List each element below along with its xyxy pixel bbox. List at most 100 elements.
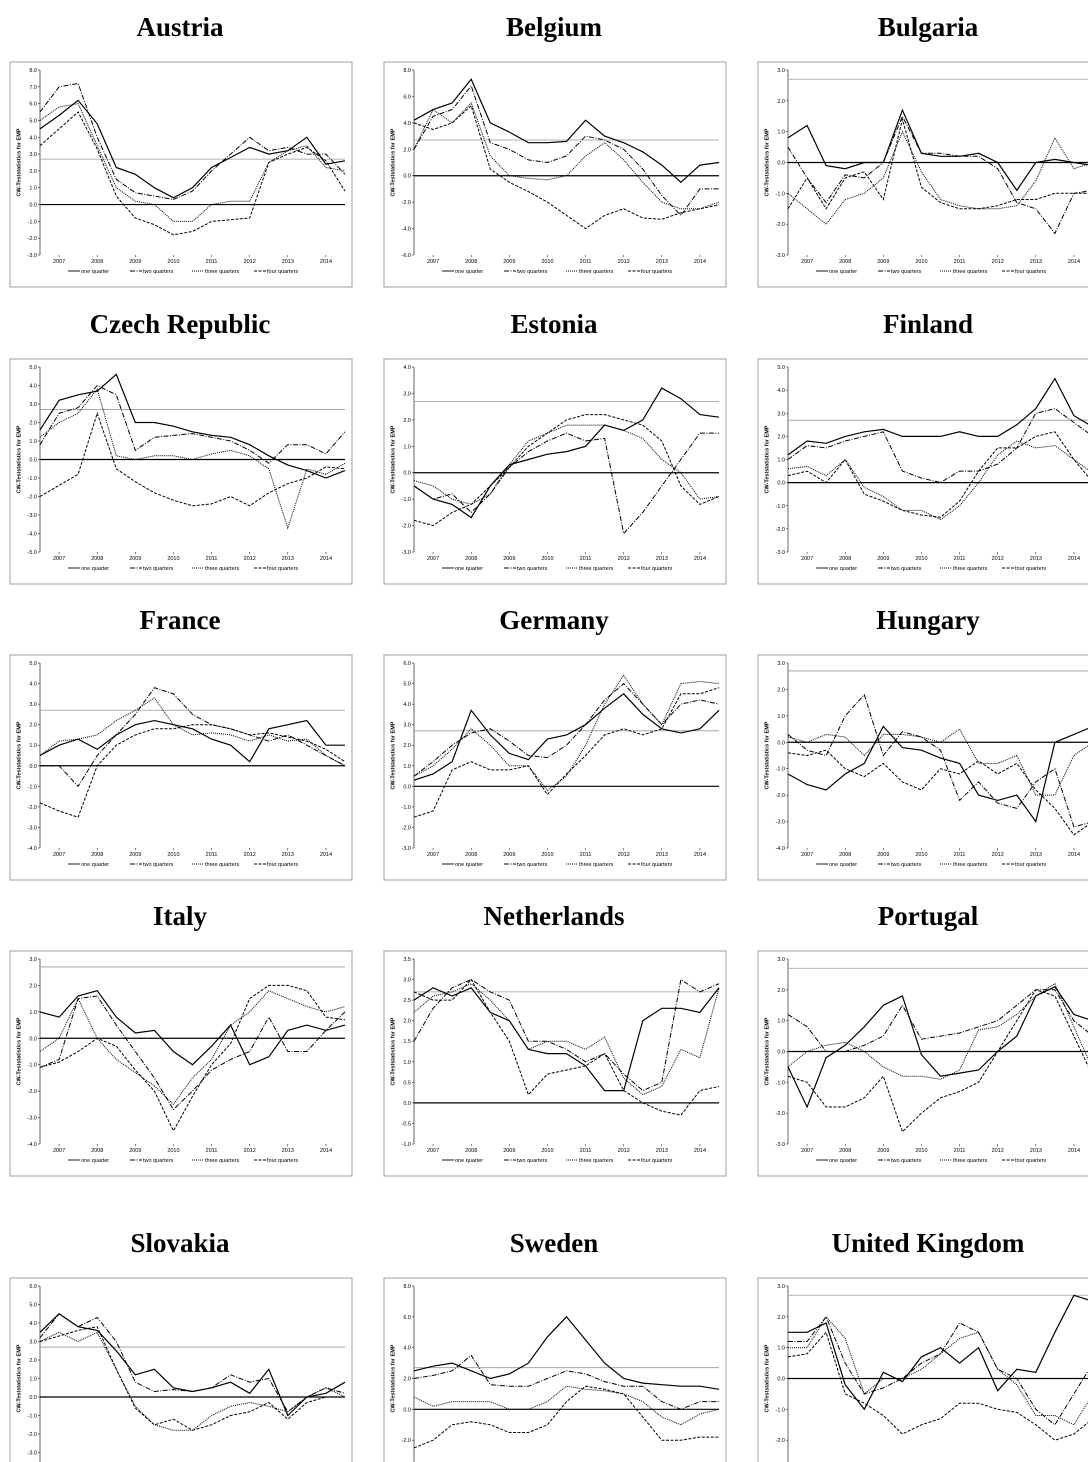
- chart-title: Slovakia: [130, 1228, 230, 1258]
- x-tick-label: 2013: [282, 259, 294, 265]
- legend-label: one quarter: [829, 269, 857, 275]
- x-tick-label: 2007: [801, 1148, 813, 1154]
- y-tick-label: 3.0: [403, 391, 411, 397]
- series-line: [413, 424, 720, 505]
- legend-label: one quarter: [455, 862, 483, 868]
- chart-panel: Estonia CW-Teststatistics for EMP -3.0 -2.0…: [383, 309, 727, 585]
- y-tick-label: -1.0: [28, 784, 37, 790]
- x-tick-label: 2012: [244, 852, 256, 858]
- y-tick-label: -3.0: [28, 825, 37, 831]
- x-tick-label: 2014: [1068, 556, 1080, 562]
- x-tick-label: 2008: [839, 259, 851, 265]
- series-line: [413, 674, 720, 792]
- x-tick-label: 2012: [618, 1148, 630, 1154]
- chart-title: Netherlands: [484, 901, 625, 931]
- legend-label: one quarter: [455, 566, 483, 572]
- series-line: [787, 117, 1088, 210]
- legend-label: two quarters: [143, 269, 174, 275]
- series-line: [39, 995, 346, 1111]
- y-axis-title: CW-Teststatistics for EMP: [390, 721, 396, 789]
- y-tick-label: 2.0: [403, 1377, 411, 1383]
- y-tick-label: 4.0: [29, 1321, 37, 1327]
- y-tick-label: 1.0: [29, 743, 37, 749]
- x-tick-label: 2014: [1068, 1148, 1080, 1154]
- legend-label: two quarters: [143, 862, 174, 868]
- series-line: [413, 682, 720, 777]
- x-tick-label: 2012: [244, 556, 256, 562]
- x-tick-label: 2009: [877, 1148, 889, 1154]
- series-line: [39, 719, 345, 763]
- y-tick-label: -4.0: [28, 1142, 37, 1148]
- y-tick-label: -4.0: [402, 227, 411, 233]
- y-axis-title: CW-Teststatistics for EMP: [390, 1344, 396, 1412]
- series-line: [413, 687, 720, 818]
- chart-title: Finland: [883, 309, 973, 339]
- y-tick-label: 7.0: [29, 85, 37, 91]
- y-axis-title: CW-Teststatistics for EMP: [764, 128, 770, 196]
- y-tick-label: -1.0: [402, 497, 411, 503]
- y-tick-label: 0.0: [777, 1377, 785, 1383]
- y-tick-label: -2.0: [28, 236, 37, 242]
- series-line: [787, 108, 1088, 192]
- series-line: [413, 1385, 719, 1449]
- y-tick-label: 3.0: [777, 661, 785, 667]
- y-axis-title: CW-Teststatistics for EMP: [16, 721, 22, 789]
- x-tick-label: 2008: [465, 852, 477, 858]
- legend-label: three quarters: [205, 269, 239, 275]
- y-tick-label: 2.0: [777, 434, 785, 440]
- series-line: [787, 408, 1088, 484]
- y-tick-label: 4.0: [403, 121, 411, 127]
- y-tick-label: 4.0: [777, 388, 785, 394]
- panel-frame: [9, 61, 353, 288]
- y-tick-label: 5.0: [777, 365, 785, 371]
- y-tick-label: -2.0: [402, 200, 411, 206]
- series-line: [787, 728, 1088, 796]
- chart-title: Italy: [153, 901, 208, 931]
- y-tick-label: 1.0: [29, 186, 37, 192]
- legend-label: three quarters: [579, 1158, 613, 1164]
- y-tick-label: 2.0: [777, 1315, 785, 1321]
- x-tick-label: 2008: [839, 852, 851, 858]
- y-tick-label: 2.0: [29, 421, 37, 427]
- chart-title: Sweden: [510, 1228, 599, 1258]
- y-tick-label: -1.0: [28, 1414, 37, 1420]
- y-tick-label: 6.0: [29, 102, 37, 108]
- y-tick-label: -1.0: [402, 805, 411, 811]
- y-axis-title: CW-Teststatistics for EMP: [16, 1344, 22, 1412]
- legend-label: one quarter: [829, 1158, 857, 1164]
- y-tick-label: -3.0: [402, 550, 411, 556]
- y-axis-title: CW-Teststatistics for EMP: [390, 128, 396, 196]
- y-tick-label: 4.0: [403, 702, 411, 708]
- y-tick-label: -4.0: [28, 846, 37, 852]
- y-tick-label: 3.0: [777, 68, 785, 74]
- series-line: [787, 989, 1088, 1052]
- y-tick-label: -4.0: [28, 532, 37, 538]
- x-tick-label: 2011: [206, 1148, 218, 1154]
- x-tick-label: 2007: [53, 852, 65, 858]
- x-tick-label: 2009: [129, 852, 141, 858]
- legend-label: two quarters: [891, 1158, 922, 1164]
- y-tick-label: 1.5: [403, 1039, 411, 1045]
- y-tick-label: 3.0: [403, 723, 411, 729]
- x-tick-label: 2011: [206, 852, 218, 858]
- x-tick-label: 2010: [167, 1148, 179, 1154]
- panel-frame: [9, 950, 353, 1177]
- y-tick-label: 5.0: [403, 682, 411, 688]
- x-tick-label: 2013: [282, 852, 294, 858]
- y-tick-label: 6.0: [403, 661, 411, 667]
- y-tick-label: 1.0: [777, 130, 785, 136]
- legend-label: four quarters: [641, 862, 672, 868]
- y-tick-label: -1.0: [28, 1063, 37, 1069]
- x-tick-label: 2012: [244, 1148, 256, 1154]
- series-line: [413, 104, 720, 230]
- series-line: [413, 414, 720, 527]
- legend-label: four quarters: [641, 1158, 672, 1164]
- panel-frame: [383, 1277, 727, 1462]
- y-tick-label: 6.0: [403, 94, 411, 100]
- series-line: [787, 982, 1088, 1080]
- y-tick-label: -3.0: [28, 253, 37, 259]
- x-tick-label: 2011: [954, 1148, 966, 1154]
- panel-frame: [757, 358, 1088, 585]
- legend-label: two quarters: [517, 862, 548, 868]
